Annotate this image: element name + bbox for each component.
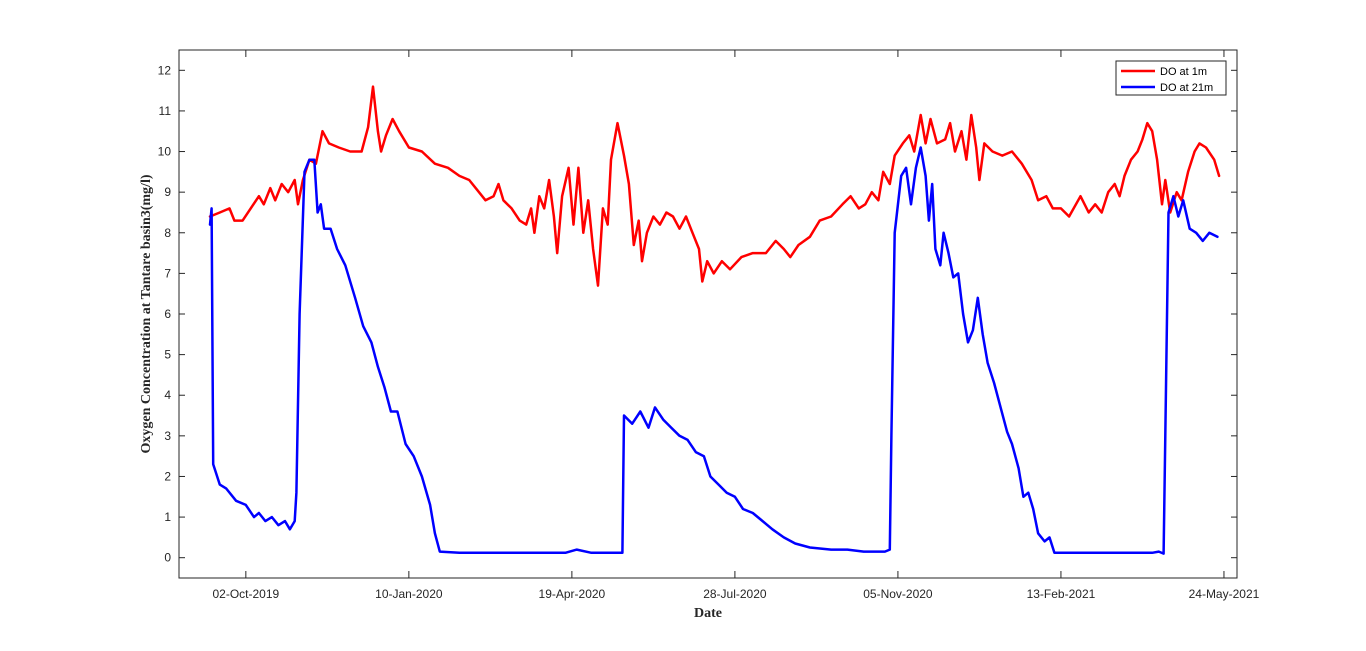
- x-tick-label: 05-Nov-2020: [863, 587, 933, 601]
- x-tick-label: 10-Jan-2020: [375, 587, 443, 601]
- y-tick-label: 8: [164, 226, 171, 240]
- legend-label-do-21m: DO at 21m: [1160, 82, 1213, 94]
- legend: DO at 1m DO at 21m: [1115, 60, 1227, 96]
- y-tick-label: 3: [164, 429, 171, 443]
- legend-box: [1115, 60, 1227, 96]
- series-line-do-1m: [208, 85, 1221, 287]
- legend-label-do-1m: DO at 1m: [1160, 66, 1207, 78]
- y-tick-label: 5: [164, 348, 171, 362]
- y-tick-label: 1: [164, 510, 171, 524]
- y-tick-label: 9: [164, 185, 171, 199]
- y-axis-label: Oxygen Concentration at Tantare basin3(m…: [139, 174, 154, 453]
- x-tick-label: 28-Jul-2020: [703, 587, 767, 601]
- series-layer: [208, 85, 1221, 555]
- y-tick-label: 11: [159, 104, 172, 118]
- x-tick-label: 02-Oct-2019: [212, 587, 279, 601]
- y-tick-label: 2: [164, 469, 171, 483]
- series-line-do-21m: [208, 146, 1219, 555]
- y-tick-label: 4: [164, 388, 171, 402]
- y-tick-label: 6: [164, 307, 171, 321]
- x-tick-label: 13-Feb-2021: [1027, 587, 1096, 601]
- y-tick-label: 0: [164, 551, 171, 565]
- x-tick-label: 19-Apr-2020: [539, 587, 606, 601]
- plot-area: [178, 49, 1238, 579]
- x-tick-label: 24-May-2021: [1189, 587, 1260, 601]
- x-axis: 02-Oct-2019 10-Jan-2020 19-Apr-2020 28-Jul-…: [212, 50, 1260, 601]
- y-tick-label: 12: [158, 63, 172, 77]
- y-tick-label: 10: [158, 145, 172, 159]
- x-axis-label: Date: [694, 606, 722, 621]
- y-tick-label: 7: [164, 266, 171, 280]
